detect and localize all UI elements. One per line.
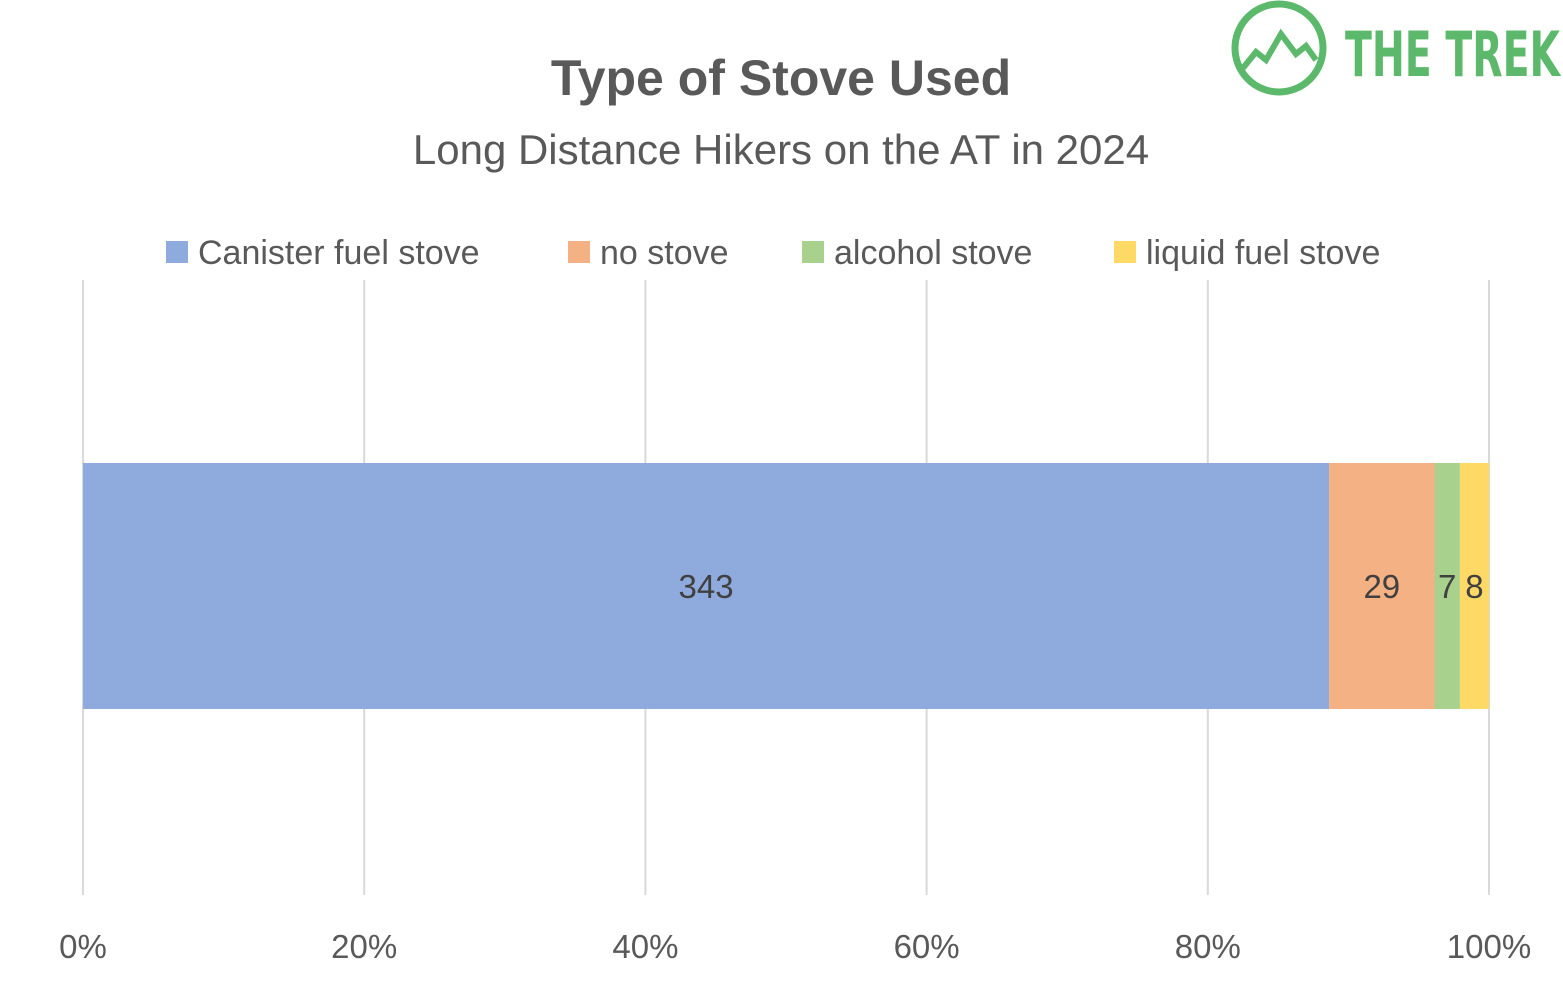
logo-circle-icon: [1231, 0, 1327, 96]
x-tick-label: 20%: [331, 928, 397, 965]
legend-item-liquid: liquid fuel stove: [1114, 234, 1380, 272]
x-tick-label: 80%: [1175, 928, 1241, 965]
x-tick-label: 60%: [894, 928, 960, 965]
bar-segments: [83, 463, 1489, 709]
bar-segment: [1434, 463, 1460, 709]
bar-segment: [1459, 463, 1489, 709]
legend-label-no-stove: no stove: [600, 234, 729, 272]
x-tick-label: 100%: [1447, 928, 1531, 965]
legend-item-alcohol: alcohol stove: [802, 234, 1032, 272]
legend-item-canister: Canister fuel stove: [166, 234, 480, 272]
legend-swatch-no-stove: [568, 241, 590, 263]
data-label: 7: [1438, 568, 1456, 605]
legend-label-alcohol: alcohol stove: [834, 234, 1032, 272]
bar-segment: [83, 463, 1330, 709]
legend-label-liquid: liquid fuel stove: [1146, 234, 1380, 272]
data-label: 8: [1465, 568, 1483, 605]
legend-swatch-alcohol: [802, 241, 824, 263]
logo-text: THE TREK: [1345, 18, 1561, 91]
data-label: 29: [1363, 568, 1400, 605]
legend-swatch-canister: [166, 241, 188, 263]
gridlines: [82, 280, 1490, 895]
x-tick-label: 40%: [612, 928, 678, 965]
bar-segment: [1329, 463, 1435, 709]
the-trek-logo: THE TREK: [1231, 0, 1561, 96]
legend-label-canister: Canister fuel stove: [198, 234, 480, 272]
data-labels: 343 29 7 8: [679, 568, 1484, 605]
data-label: 343: [679, 568, 734, 605]
legend: Canister fuel stove no stove alcohol sto…: [166, 234, 1380, 272]
mountain-icon: [1240, 28, 1319, 70]
chart-subtitle: Long Distance Hikers on the AT in 2024: [413, 126, 1149, 173]
legend-item-no-stove: no stove: [568, 234, 729, 272]
chart-title: Type of Stove Used: [551, 50, 1011, 106]
x-axis-ticks: 0% 20% 40% 60% 80% 100%: [59, 928, 1531, 965]
x-tick-label: 0%: [59, 928, 107, 965]
legend-swatch-liquid: [1114, 241, 1136, 263]
